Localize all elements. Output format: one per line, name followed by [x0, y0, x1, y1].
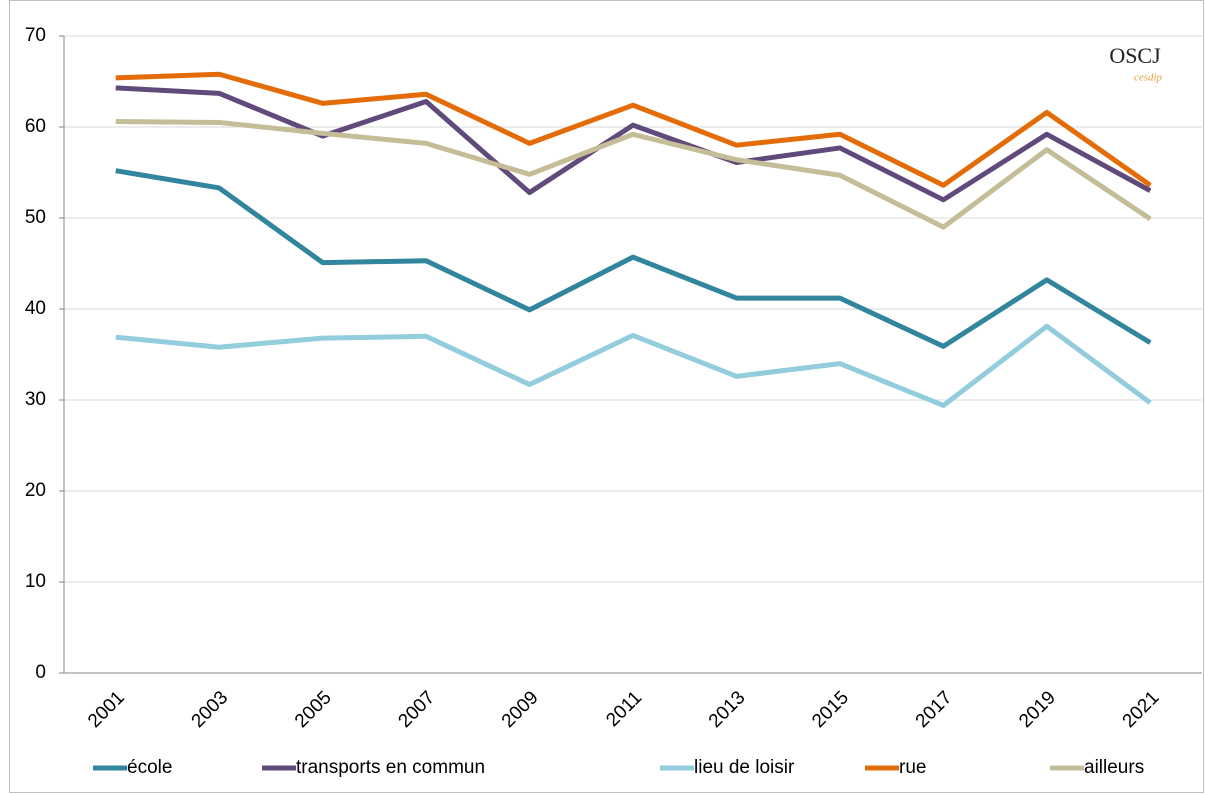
line-series: [115, 85, 1152, 203]
y-tick-label: 30: [25, 389, 46, 410]
line-series: [115, 119, 1152, 230]
logo: OSCJ: [1109, 43, 1161, 68]
chart-frame: [9, 0, 1204, 793]
y-tick-label: 20: [25, 480, 46, 501]
y-tick-label: 0: [35, 662, 46, 683]
legend-label: lieu de loisir: [694, 757, 795, 778]
line-series: [115, 323, 1152, 408]
line-series: [115, 168, 1152, 349]
y-tick-label: 50: [25, 207, 46, 228]
legend-label: rue: [899, 757, 926, 778]
y-tick-label: 70: [25, 25, 46, 46]
y-tick-label: 40: [25, 298, 46, 319]
logo-subtext: cesdip: [1134, 72, 1163, 84]
y-tick-label: 60: [25, 116, 46, 137]
legend-label: école: [127, 757, 172, 778]
legend-label: ailleurs: [1084, 757, 1144, 778]
legend-label: transports en commun: [296, 757, 485, 778]
y-tick-label: 10: [25, 571, 46, 592]
line-series: [115, 71, 1152, 188]
